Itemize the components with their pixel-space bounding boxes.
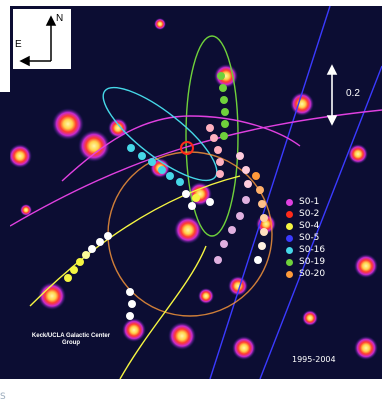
scale-bar	[326, 64, 338, 126]
legend-swatch	[286, 258, 293, 266]
legend-item: S0-16	[286, 244, 325, 256]
legend-label: S0-20	[299, 269, 326, 279]
legend-swatch	[286, 198, 293, 206]
background-stars	[10, 18, 378, 360]
year-range: 1995-2004	[292, 355, 336, 364]
legend-label: S0-2	[299, 209, 320, 219]
compass-north-label: N	[56, 13, 64, 24]
compass-arrows-icon	[19, 15, 57, 67]
legend-label: S0-19	[299, 257, 326, 267]
legend-item: S0-4	[286, 220, 325, 232]
legend-item: S0-20	[286, 268, 325, 280]
orbit-points	[64, 72, 268, 320]
legend-item: S0-19	[286, 256, 325, 268]
orbit-legend: S0-1 S0-2 S0-4 S0-5 S0-16 S0-19 S0-20	[286, 196, 325, 280]
legend-item: S0-1	[286, 196, 325, 208]
legend-label: S0-5	[299, 233, 320, 243]
legend-item: S0-5	[286, 232, 325, 244]
legend-item: S0-2	[286, 208, 325, 220]
legend-swatch	[286, 246, 293, 254]
legend-swatch	[286, 210, 293, 218]
star-field	[10, 6, 382, 379]
legend-swatch	[286, 222, 293, 230]
adjacent-strip-label: S	[0, 392, 6, 402]
compass-rose: N E	[13, 9, 71, 69]
orbit-curves	[10, 6, 382, 379]
legend-label: S0-1	[299, 197, 320, 207]
legend-label: S0-4	[299, 221, 320, 231]
compass-east-label: E	[15, 39, 22, 50]
legend-label: S0-16	[299, 245, 326, 255]
legend-swatch	[286, 270, 293, 278]
credit-text: Keck/UCLA Galactic Center Group	[31, 333, 111, 346]
scale-bar-label: 0.2	[346, 88, 360, 99]
legend-swatch	[286, 234, 293, 242]
galactic-center-image: N E 0.2 S0-1 S0-2 S0-4 S0-5 S0-16 S0-19 …	[10, 6, 382, 379]
